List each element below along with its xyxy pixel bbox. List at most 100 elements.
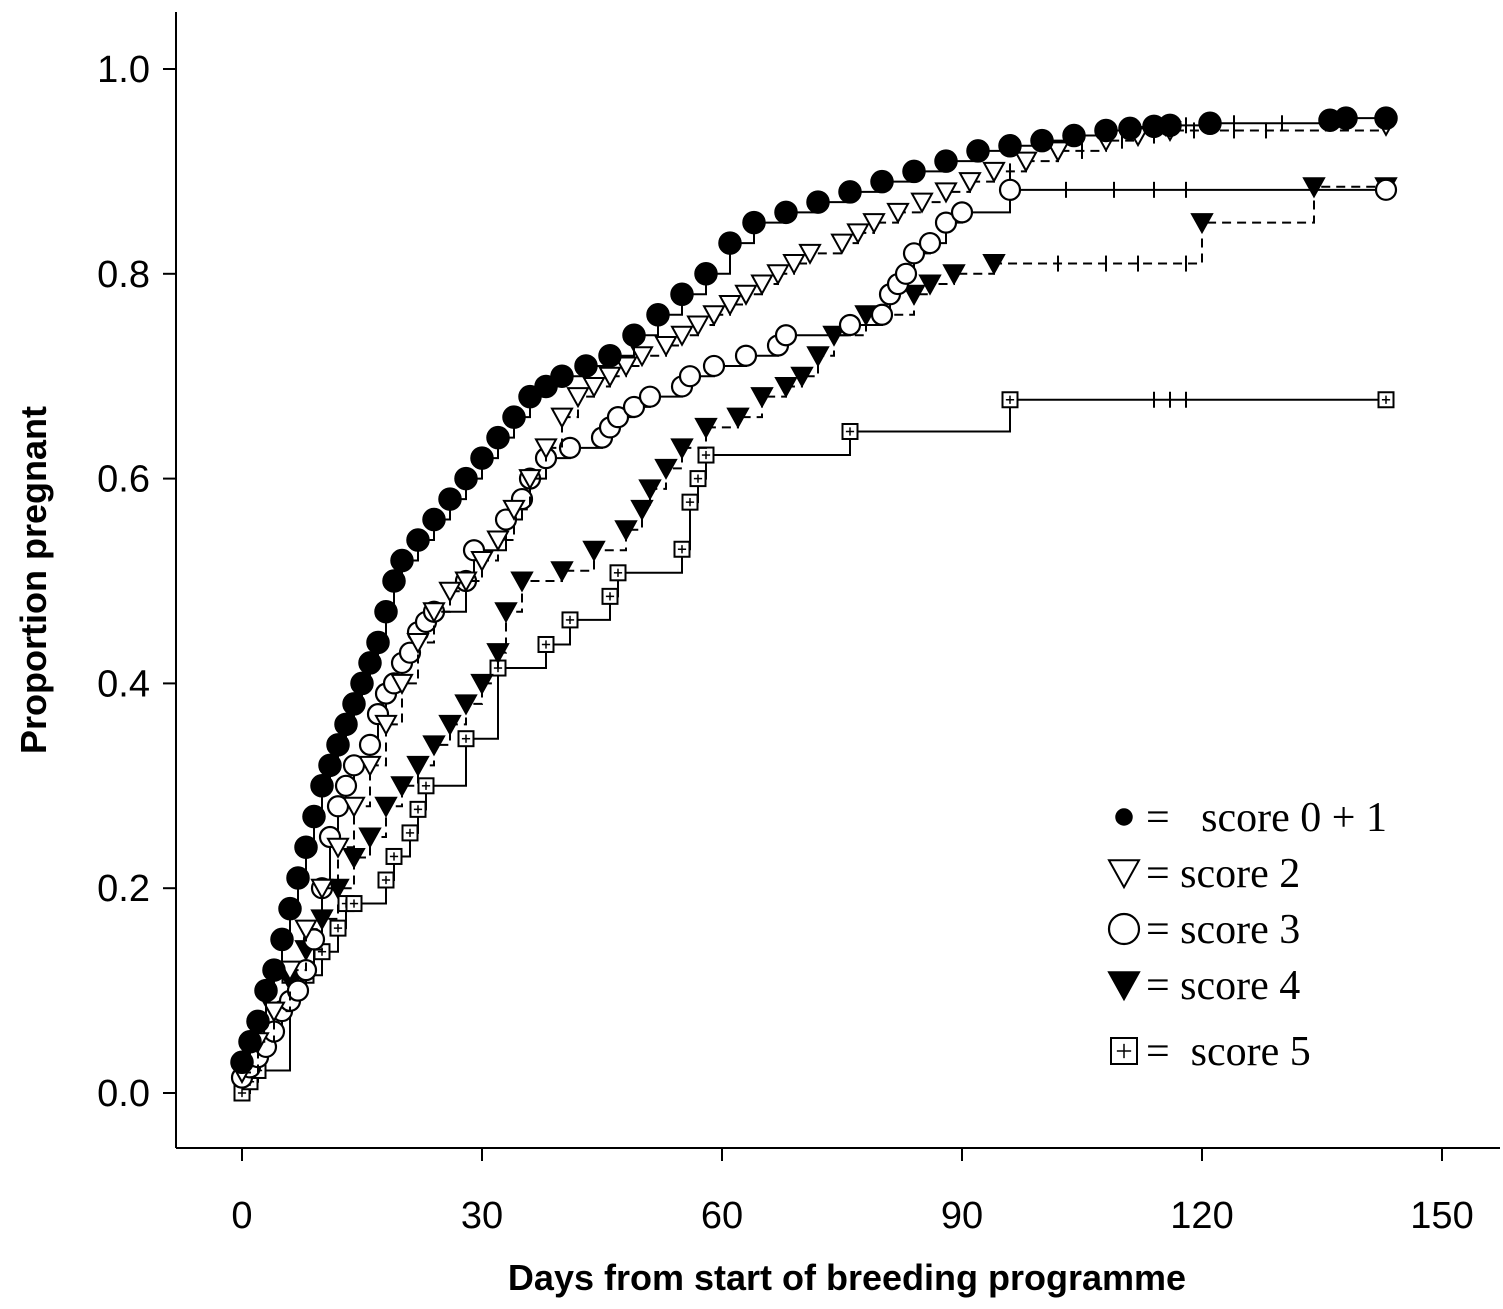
data-point (334, 712, 358, 737)
data-point (838, 313, 862, 337)
data-point (1094, 118, 1118, 143)
y-axis-title: Proportion pregnant (13, 406, 54, 754)
data-point (558, 436, 582, 459)
x-tick-label: 30 (461, 1195, 503, 1237)
data-point (345, 895, 363, 913)
data-point (1030, 128, 1054, 153)
data-point (702, 354, 726, 378)
data-point (454, 466, 478, 491)
data-point (310, 774, 334, 798)
data-point (950, 201, 974, 224)
data-point (246, 1009, 270, 1034)
data-point (670, 325, 694, 347)
data-point (1377, 391, 1395, 409)
data-point (286, 979, 310, 1002)
data-point (798, 243, 822, 265)
data-point (294, 835, 318, 859)
data-point (1374, 178, 1398, 201)
data-point (862, 213, 886, 235)
x-tick-label: 150 (1410, 1195, 1473, 1237)
data-point (774, 200, 798, 225)
legend: = score 0 + 1 = score 2 = score 3 = score 4… (1107, 795, 1387, 1075)
y-tick-label: 0.6 (97, 459, 150, 501)
data-point (390, 548, 414, 573)
data-point (470, 673, 494, 695)
data-point (502, 499, 526, 521)
x-tick-label: 120 (1170, 1195, 1233, 1237)
data-point (630, 346, 654, 368)
data-point (601, 587, 619, 605)
data-point (494, 602, 518, 624)
data-point (806, 346, 830, 368)
data-point (401, 824, 419, 842)
data-point (886, 202, 910, 224)
data-point (654, 335, 678, 358)
legend-label: = score 4 (1146, 963, 1300, 1009)
data-point (673, 540, 691, 558)
data-point (358, 733, 382, 756)
data-point (910, 192, 934, 214)
x-tick-label: 60 (701, 1195, 743, 1237)
data-point (934, 182, 958, 204)
data-point (782, 254, 806, 276)
data-point (374, 714, 398, 736)
series-layer (230, 106, 1398, 1102)
data-point (846, 223, 870, 245)
data-point (1062, 123, 1086, 148)
data-point (622, 395, 646, 419)
data-point (894, 262, 918, 285)
data-point (382, 569, 406, 593)
data-point (689, 470, 707, 488)
series-open-circle (230, 178, 1398, 1089)
data-point (422, 507, 446, 532)
data-point (422, 735, 446, 757)
data-point (294, 919, 318, 941)
y-tick-label: 1.0 (97, 49, 150, 91)
data-point (374, 599, 398, 624)
data-point (454, 694, 478, 716)
data-point (254, 978, 278, 1003)
data-point (942, 264, 966, 286)
data-point (734, 284, 758, 306)
data-point (614, 520, 638, 542)
data-point (646, 303, 670, 327)
data-point (350, 671, 374, 696)
data-point (390, 673, 414, 695)
data-point (377, 871, 395, 889)
data-point (366, 630, 390, 655)
data-point (574, 354, 598, 378)
data-point (718, 231, 742, 255)
data-point (982, 254, 1006, 276)
data-point (486, 643, 510, 665)
data-point (342, 796, 366, 818)
data-point (409, 800, 427, 818)
y-tick-label: 0.2 (97, 868, 150, 910)
data-point (830, 233, 854, 255)
data-point (406, 632, 430, 654)
data-point (342, 847, 366, 870)
y-tick-label: 0.4 (97, 663, 150, 705)
data-point (718, 295, 742, 317)
data-point (582, 540, 606, 562)
data-point (750, 387, 774, 409)
legend-marker-open-circle (1107, 912, 1141, 946)
data-point (1118, 116, 1142, 141)
data-point (358, 651, 382, 675)
legend-marker-open-square (1110, 1037, 1138, 1065)
data-point (670, 438, 694, 460)
data-point (934, 211, 958, 234)
data-point (790, 366, 814, 388)
data-point (262, 958, 286, 982)
data-point (622, 323, 646, 347)
data-point (262, 1001, 286, 1023)
data-point (902, 242, 926, 265)
data-point (838, 180, 862, 204)
legend-label: = score 3 (1146, 907, 1300, 953)
data-point (278, 896, 302, 921)
data-point (422, 602, 446, 624)
data-point (742, 210, 766, 235)
data-point (606, 406, 630, 429)
data-point (998, 178, 1022, 201)
data-point (358, 827, 382, 849)
